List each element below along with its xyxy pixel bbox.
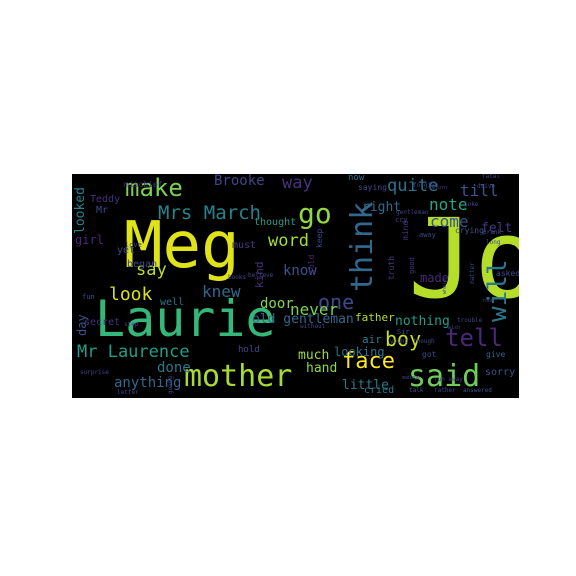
word-whole: whole (442, 278, 448, 294)
word-step: step (124, 321, 139, 328)
word-joke: joke (464, 201, 479, 208)
word-tell: tell (445, 324, 503, 352)
word-give: give (486, 350, 506, 359)
word-mr-laurence: Mr Laurence (77, 342, 190, 362)
word-yet: yet (117, 245, 136, 256)
word-secret: secret (84, 317, 121, 328)
word-done: done (157, 360, 191, 376)
word-hold: hold (238, 345, 260, 355)
word-believe: believe (248, 272, 274, 279)
word-drive: drive (477, 183, 496, 190)
word-never: never (290, 300, 339, 319)
word-got: got (422, 350, 437, 359)
word-well: well (160, 297, 185, 308)
word-word: word (268, 231, 309, 251)
word-answered: answered (463, 387, 492, 394)
word-keep: keep (315, 228, 324, 248)
word-looking: looking (334, 345, 385, 359)
word-make: make (125, 174, 183, 202)
word-one: one (318, 290, 355, 314)
word-old-gentleman: old gentleman (252, 312, 354, 327)
word-door: door (260, 296, 294, 312)
word-meg: Meg (124, 209, 240, 283)
word-though: though (413, 338, 435, 345)
word-began: began (127, 259, 158, 270)
word-girl: girl (75, 233, 104, 247)
word-gentleman: gentleman (396, 209, 429, 216)
word-rather: rather (434, 387, 456, 394)
word-know: know (283, 263, 317, 279)
word-mischief: mischief (124, 180, 163, 189)
word-matter: matter (469, 262, 476, 284)
word-quite: quite (387, 176, 439, 196)
word-said: said (408, 359, 481, 394)
word-must: must (232, 240, 257, 251)
word-books: books (228, 274, 247, 281)
word-fatal: fatal (482, 174, 501, 180)
word-letter: letter (117, 389, 139, 396)
word-hand: hand (306, 361, 338, 376)
word-cry: cry (395, 216, 408, 224)
word-think: think (345, 201, 380, 292)
word-father: father (355, 311, 395, 324)
word-crying: crying (455, 226, 484, 235)
word-return: return (429, 185, 448, 191)
word-note: note (429, 195, 468, 214)
word-good: good (408, 257, 416, 274)
word-surprise: surprise (80, 369, 109, 376)
word-young: young (390, 338, 409, 345)
word-cried: cried (364, 385, 395, 396)
word-run-away: run away (434, 376, 463, 383)
word-nothing: nothing (395, 314, 450, 329)
word-fun: fun (82, 293, 95, 301)
word-much: much (298, 348, 330, 363)
word-forgive: forgive (413, 182, 439, 189)
word-teddy: Teddy (90, 194, 121, 205)
word-sorry: sorry (485, 367, 516, 378)
word-air: air (362, 333, 382, 346)
word-love: love (125, 241, 142, 249)
word-looked: looked (73, 187, 88, 234)
word-face: face (342, 349, 395, 374)
word-now: now (348, 174, 365, 183)
word-saying: saying (358, 183, 387, 192)
word-brooke: Brooke (214, 174, 265, 189)
word-sir: Sir (397, 328, 410, 336)
word-trouble: trouble (457, 317, 483, 324)
word-mother: mother (184, 359, 293, 394)
word-room: room (482, 298, 495, 304)
word-felt: felt (481, 221, 513, 236)
word-away: away (419, 231, 436, 239)
word-told: told (307, 254, 316, 274)
word-mr: Mr (96, 205, 109, 216)
word-way: way (282, 174, 313, 193)
word-look: look (109, 284, 153, 305)
word-long: long (486, 239, 501, 246)
word-asked: asked (496, 269, 519, 278)
word-without: without (300, 323, 326, 330)
word-say: say (136, 260, 167, 280)
word-laurie: Laurie (95, 290, 276, 348)
word-truth: truth (387, 255, 396, 280)
word-boy: boy (385, 327, 422, 351)
word-jo: Jo (408, 195, 519, 323)
word-mrs-march: Mrs March (158, 202, 261, 224)
word-thought: thought (254, 217, 297, 228)
word-till: till (460, 181, 499, 200)
word-wish: wish (448, 325, 461, 331)
word-made: made (420, 271, 449, 285)
word-cloud: Jo Meg Laurie mother said think will mak… (72, 174, 519, 398)
word-little: little (342, 378, 389, 393)
word-go: go (298, 197, 332, 230)
word-anything: anything (114, 375, 182, 391)
word-talk: talk (409, 387, 424, 394)
word-manage: manage (402, 375, 421, 381)
word-prank: prank (483, 229, 502, 236)
word-right: right (362, 200, 402, 215)
word-come: come (430, 212, 469, 231)
word-knew: knew (202, 282, 241, 301)
word-going: going (167, 375, 174, 394)
